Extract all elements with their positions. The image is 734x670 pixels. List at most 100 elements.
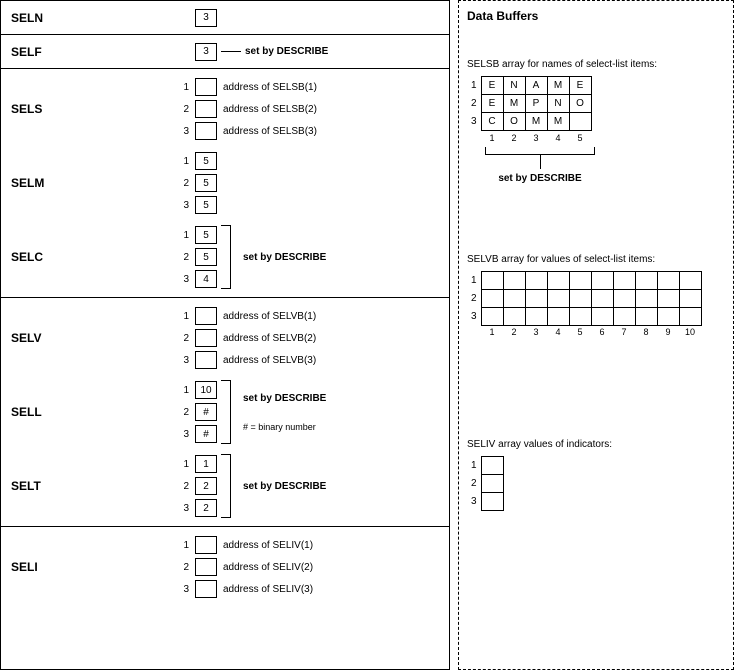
selsb-text: SELSB array for names of select-list ite… [467, 59, 725, 70]
col-index: 6 [591, 325, 613, 339]
cell-desc: address of SELVB(2) [223, 333, 316, 344]
row-index: 3 [467, 113, 481, 131]
array-row: 25 [177, 173, 217, 193]
line-icon [540, 155, 541, 169]
array-row: 1address of SELIV(1) [177, 535, 313, 555]
grid-cell [481, 493, 503, 511]
array-row: 2# [177, 402, 217, 422]
annot-sell: set by DESCRIBE [243, 393, 326, 404]
cell: 2 [195, 477, 217, 495]
grid-cell: M [503, 95, 525, 113]
array-row: 15 [177, 151, 217, 171]
grid-cell [481, 289, 503, 307]
grid-cell: M [525, 113, 547, 131]
row-index: 1 [177, 540, 189, 551]
array-row: 22 [177, 476, 217, 496]
col-index: 5 [569, 325, 591, 339]
grid-cell: E [481, 77, 503, 95]
grid-cell [657, 289, 679, 307]
col-index: 2 [503, 131, 525, 145]
left-panel: SELN 3 SELF 3 set by DESCRIBE SELS 1addr… [0, 0, 450, 670]
grid-cell [591, 289, 613, 307]
grid-cell: E [569, 77, 591, 95]
row-index: 2 [177, 252, 189, 263]
dash-icon [221, 51, 241, 52]
grid-cell [657, 271, 679, 289]
cell [195, 100, 217, 118]
col-index: 4 [547, 131, 569, 145]
label-seli: SELI [11, 560, 121, 574]
cell [195, 122, 217, 140]
right-panel: Data Buffers SELSB array for names of se… [458, 0, 734, 670]
grid-cell: O [503, 113, 525, 131]
col-index: 9 [657, 325, 679, 339]
row-index: 2 [467, 475, 481, 493]
row-index: 3 [177, 429, 189, 440]
cell [195, 558, 217, 576]
col-index: 1 [481, 325, 503, 339]
grid-cell: E [481, 95, 503, 113]
grid-cell [481, 475, 503, 493]
grid-cell [635, 271, 657, 289]
grid-cell [569, 113, 591, 131]
cell-desc: address of SELSB(3) [223, 126, 317, 137]
selm-rows: 1525 3 5 [177, 151, 217, 215]
row-selv-sell-selt: SELV 1address of SELVB(1)2address of SEL… [1, 298, 449, 527]
row-seli: SELI 1address of SELIV(1) 2 address of SEL… [1, 527, 449, 607]
selvb-text: SELVB array for values of select-list it… [467, 254, 725, 265]
grid-cell [569, 307, 591, 325]
row-index: 2 [177, 481, 189, 492]
cell: # [195, 403, 217, 421]
cell-desc: address of SELSB(1) [223, 82, 317, 93]
row-index: 2 [467, 289, 481, 307]
label-seln: SELN [11, 11, 121, 25]
grid-cell: A [525, 77, 547, 95]
annot-selc: set by DESCRIBE [243, 252, 326, 263]
array-row: 3address of SELIV(3) [177, 579, 313, 599]
row-index: 1 [177, 385, 189, 396]
row-index: 3 [177, 200, 189, 211]
row-index: 1 [177, 230, 189, 241]
cell: 5 [195, 226, 217, 244]
col-index: 3 [525, 325, 547, 339]
row-index: 2 [177, 104, 189, 115]
cell: 5 [195, 152, 217, 170]
grid-cell [679, 289, 701, 307]
grid-cell [635, 307, 657, 325]
grid-cell [569, 289, 591, 307]
bracket-icon [221, 380, 231, 444]
row-index: 3 [177, 503, 189, 514]
grid-cell [591, 307, 613, 325]
bracket-icon [221, 225, 231, 289]
row-index: 3 [177, 584, 189, 595]
row-self: SELF 3 set by DESCRIBE [1, 35, 449, 69]
label-self: SELF [11, 45, 121, 59]
col-index: 7 [613, 325, 635, 339]
grid-cell [525, 289, 547, 307]
cell [195, 307, 217, 325]
row-index: 2 [177, 178, 189, 189]
grid-cell [657, 307, 679, 325]
grid-cell [503, 289, 525, 307]
col-index: 2 [503, 325, 525, 339]
cell-self: 3 [195, 43, 217, 61]
row-index: 2 [467, 95, 481, 113]
right-title: Data Buffers [467, 9, 725, 23]
grid-cell [591, 271, 613, 289]
cell [195, 329, 217, 347]
array-row: 2address of SELVB(2) [177, 328, 316, 348]
row-index: 1 [177, 82, 189, 93]
array-row: 15 [177, 225, 217, 245]
selt-rows: 112232 [177, 454, 217, 518]
seliv-grid: 123 [467, 456, 504, 511]
cell-desc: address of SELIV(2) [223, 562, 313, 573]
col-index: 5 [569, 131, 591, 145]
label-selc: SELC [11, 250, 121, 264]
cell: 5 [195, 248, 217, 266]
row-index: 1 [467, 271, 481, 289]
grid-cell: M [547, 113, 569, 131]
array-row: 3address of SELSB(3) [177, 121, 317, 141]
row-index: 1 [177, 156, 189, 167]
row-index: 2 [177, 562, 189, 573]
col-index: 4 [547, 325, 569, 339]
